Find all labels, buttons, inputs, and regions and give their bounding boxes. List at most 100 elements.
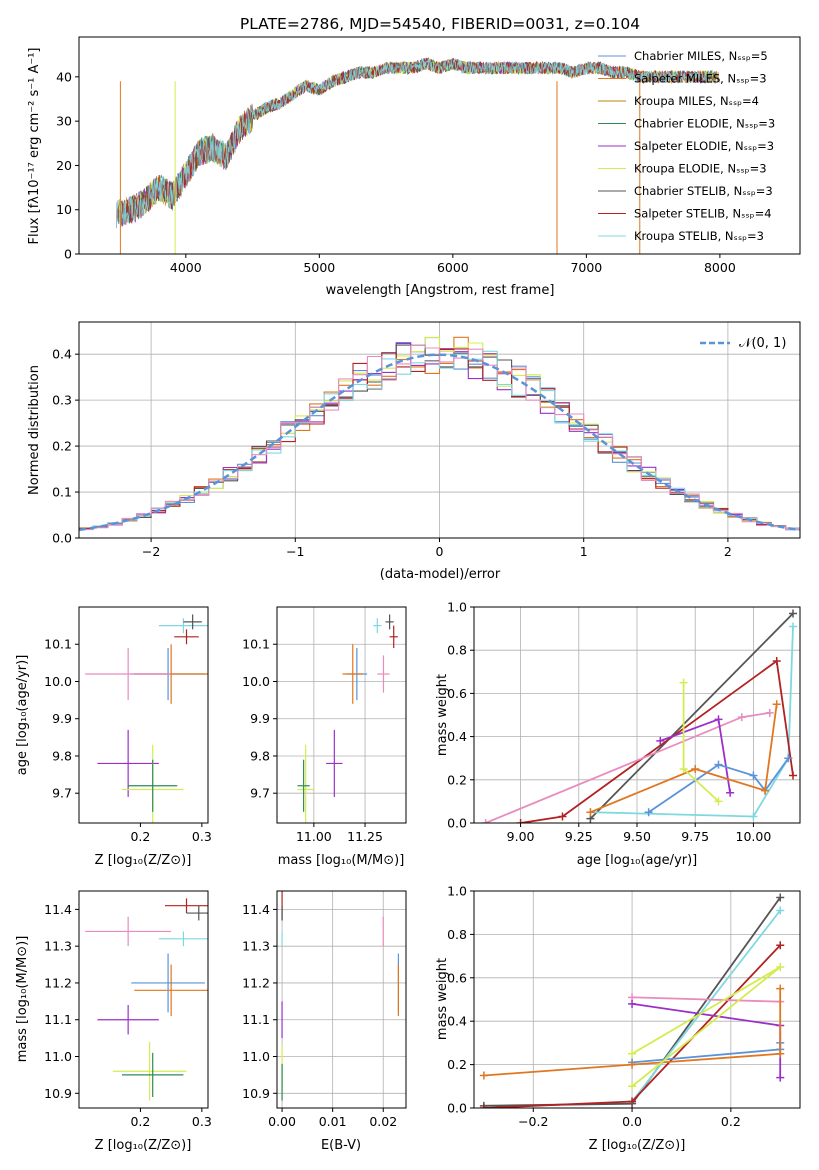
massweight-vs-age-ylabel: mass weight [435,674,450,756]
massweight-point-marker [628,1060,637,1069]
massweight-point-marker [784,754,793,763]
y-tick-label: 11.0 [44,1049,72,1064]
y-tick-label: 10 [56,202,72,217]
y-tick-label: 0.0 [52,531,72,546]
mass-vs-z-y-ticks: 10.9 11.0 11.1 11.2 11.3 11.4 [44,902,79,1101]
massweight-point-marker [479,1071,488,1080]
y-tick-label: 11.0 [242,1049,270,1064]
massweight-point-marker [789,771,798,780]
massweight-point-marker [481,819,490,823]
massweight-point-marker [749,771,758,780]
x-tick-label: 8000 [704,260,736,275]
x-tick-label: 9.75 [681,829,709,844]
y-tick-label: 9.7 [250,786,270,801]
residuals-ylabel: Normed distribution [27,365,42,495]
massweight-point-marker [714,760,723,769]
x-tick-label: 5000 [303,260,335,275]
y-tick-label: 11.2 [44,975,72,990]
y-tick-label: 0.2 [447,772,467,787]
massweight-point-marker [628,1097,637,1106]
y-tick-label: 10.9 [242,1086,270,1101]
y-tick-label: 9.9 [52,711,72,726]
age-vs-mass-grid [277,607,406,823]
massweight-vs-age-panel: 9.00 9.25 9.50 9.75 10.00 0.0 0.2 0.4 0.6 0.8 1.0… [435,600,801,868]
y-tick-label: 11.3 [44,939,72,954]
residual-histogram-step [79,350,800,531]
spectrum-series-line [120,57,710,227]
y-tick-label: 10.1 [44,637,72,652]
residuals-panel: −2 −1 0 1 2 0.0 0.1 0.2 0.3 0.4 (data-model)/err… [27,321,801,582]
x-tick-label: −2 [142,544,160,559]
massweight-vs-z-panel: −0.2 0.0 0.2 0.0 0.2 0.4 0.6 0.8 1.0 Z [log₁₀(Z… [435,884,801,1153]
massweight-point-marker [789,622,798,631]
y-tick-label: 0 [64,247,72,262]
massweight-point-marker [691,765,700,773]
residuals-xlabel: (data-model)/error [380,567,501,582]
x-tick-label: 0.2 [721,1114,741,1129]
age-vs-mass-y-ticks: 9.7 9.8 9.9 10.0 10.1 [242,637,277,801]
y-tick-label: 1.0 [447,884,467,899]
massweight-point-marker [679,678,688,687]
y-tick-label: 0.4 [52,347,72,362]
age-vs-mass-frame [276,606,407,824]
residuals-x-ticks: −2 −1 0 1 2 [142,538,732,559]
x-tick-label: −1 [286,544,304,559]
massweight-series-line [520,659,794,823]
y-tick-label: 0.0 [447,816,467,831]
age-vs-mass-points [297,614,398,823]
mass-vs-ebv-x-ticks: 0.00 0.01 0.02 [268,1108,397,1129]
massweight-point-marker [644,808,653,817]
residuals-histograms [79,336,800,532]
x-tick-label: 0.01 [319,1114,347,1129]
legend-label: Kroupa MILES, Nₛₛₚ=4 [634,94,759,108]
x-tick-label: 0.02 [369,1114,397,1129]
massweight-point-marker [776,906,785,915]
y-tick-label: 9.8 [250,748,270,763]
y-tick-label: 0.1 [52,485,72,500]
y-tick-label: 1.0 [447,600,467,615]
y-tick-label: 10.9 [44,1086,72,1101]
y-tick-label: 0.4 [447,729,467,744]
mass-vs-z-panel: 0.2 0.3 10.9 11.0 11.1 11.2 11.3 11.4 Z [log₁₀… [15,890,212,1153]
mass-vs-ebv-xlabel: E(B-V) [321,1138,361,1153]
massweight-point-marker [726,788,735,797]
y-tick-label: 9.8 [52,748,72,763]
massweight-point-marker [516,819,525,823]
mass-vs-ebv-y-ticks: 10.9 11.0 11.1 11.2 11.3 11.4 [242,902,277,1101]
y-tick-label: 0.8 [447,643,467,658]
y-tick-label: 11.4 [242,902,270,917]
age-vs-z-xlabel: Z [log₁₀(Z/Z⊙)] [95,853,192,868]
gaussian-legend-label: 𝒩(0, 1) [739,336,786,351]
y-tick-label: 10.0 [242,674,270,689]
massweight-point-marker [776,1073,785,1082]
y-tick-label: 11.4 [44,902,72,917]
residuals-y-ticks: 0.0 0.1 0.2 0.3 0.4 [52,347,79,546]
spectrum-legend: Chabrier MILES, Nₛₛₚ=5 Salpeter MILES, Nₛ… [598,49,775,243]
age-vs-mass-xlabel: mass [log₁₀(M/M⊙)] [278,853,405,868]
y-tick-label: 30 [56,114,72,129]
x-tick-label: 0.2 [130,1114,150,1129]
spectrum-panel: PLATE=2786, MJD=54540, FIBERID=0031, z=0… [27,15,801,298]
massweight-vs-z-ylabel: mass weight [435,958,450,1040]
x-tick-label: 1 [580,544,588,559]
massweight-series-line [632,996,781,1003]
age-vs-z-points [85,614,208,823]
y-tick-label: 0.2 [52,439,72,454]
y-tick-label: 9.7 [52,786,72,801]
massweight-point-marker [776,962,785,971]
massweight-point-marker [761,786,770,795]
spectrum-lines [116,56,721,254]
age-vs-z-y-ticks: 9.7 9.8 9.9 10.0 10.1 [44,637,79,801]
massweight-vs-z-lines [479,893,785,1108]
massweight-point-marker [679,765,688,773]
x-tick-label: 9.50 [623,829,651,844]
age-vs-z-ylabel: age [log₁₀(age/yr)] [15,655,30,776]
massweight-series-line [589,612,794,820]
spectrum-y-ticks: 0 10 20 30 40 [56,69,79,262]
massweight-point-marker [479,1104,488,1108]
spectrum-title: PLATE=2786, MJD=54540, FIBERID=0031, z=0… [240,15,640,33]
massweight-point-marker [776,941,785,950]
y-tick-label: 0.6 [447,970,467,985]
massweight-point-marker [789,609,798,618]
age-vs-z-panel: 0.2 0.3 9.7 9.8 9.9 10.0 10.1 Z [log₁₀(Z/Z⊙)]… [15,606,212,868]
